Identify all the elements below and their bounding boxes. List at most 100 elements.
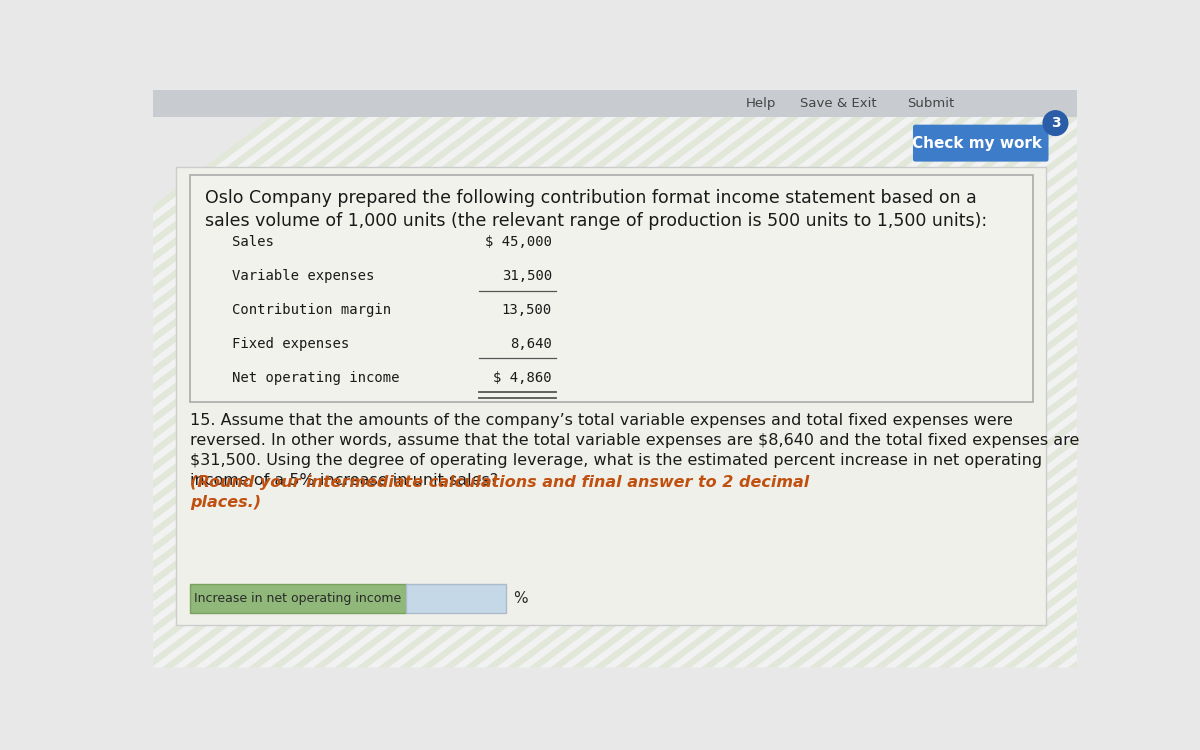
Polygon shape: [841, 90, 1200, 668]
Text: Increase in net operating income: Increase in net operating income: [194, 592, 401, 604]
Polygon shape: [0, 90, 361, 668]
Text: %: %: [514, 591, 528, 606]
Polygon shape: [572, 90, 1200, 668]
Text: Save & Exit: Save & Exit: [800, 98, 877, 110]
Polygon shape: [798, 90, 1200, 668]
FancyBboxPatch shape: [190, 175, 1033, 402]
Polygon shape: [346, 90, 1127, 668]
Polygon shape: [0, 90, 662, 668]
Polygon shape: [0, 90, 533, 668]
Polygon shape: [0, 90, 404, 668]
Polygon shape: [140, 90, 922, 668]
Polygon shape: [0, 90, 619, 668]
Polygon shape: [949, 90, 1200, 668]
Polygon shape: [830, 90, 1200, 668]
Text: Variable expenses: Variable expenses: [233, 269, 374, 284]
Text: 15. Assume that the amounts of the company’s total variable expenses and total f: 15. Assume that the amounts of the compa…: [190, 413, 1013, 428]
Polygon shape: [0, 90, 415, 668]
Polygon shape: [302, 90, 1084, 668]
Polygon shape: [184, 90, 965, 668]
Text: (Round your intermediate calculations and final answer to 2 decimal: (Round your intermediate calculations an…: [190, 475, 809, 490]
Polygon shape: [625, 90, 1200, 668]
Polygon shape: [852, 90, 1200, 668]
Polygon shape: [0, 90, 598, 668]
Polygon shape: [636, 90, 1200, 668]
Polygon shape: [647, 90, 1200, 668]
Polygon shape: [313, 90, 1094, 668]
Polygon shape: [11, 90, 792, 668]
Polygon shape: [518, 90, 1200, 668]
Polygon shape: [0, 90, 426, 668]
Polygon shape: [151, 90, 932, 668]
Polygon shape: [378, 90, 1159, 668]
Polygon shape: [0, 90, 576, 668]
Polygon shape: [679, 90, 1200, 668]
Polygon shape: [722, 90, 1200, 668]
Polygon shape: [508, 90, 1200, 668]
Polygon shape: [733, 90, 1200, 668]
Text: places.): places.): [190, 495, 262, 510]
Polygon shape: [992, 90, 1200, 668]
Polygon shape: [324, 90, 1105, 668]
FancyBboxPatch shape: [913, 124, 1049, 161]
Polygon shape: [1122, 90, 1200, 668]
Polygon shape: [540, 90, 1200, 668]
Polygon shape: [0, 90, 340, 668]
Polygon shape: [744, 90, 1200, 668]
Polygon shape: [356, 90, 1138, 668]
Polygon shape: [173, 90, 954, 668]
Polygon shape: [0, 90, 512, 668]
Polygon shape: [701, 90, 1200, 668]
Polygon shape: [895, 90, 1200, 668]
Polygon shape: [0, 90, 383, 668]
Polygon shape: [0, 90, 448, 668]
Text: Sales: Sales: [233, 236, 274, 250]
Polygon shape: [1176, 90, 1200, 668]
Polygon shape: [22, 90, 803, 668]
Polygon shape: [0, 90, 684, 668]
Polygon shape: [906, 90, 1200, 668]
FancyBboxPatch shape: [154, 90, 1078, 117]
Polygon shape: [1187, 90, 1200, 668]
Polygon shape: [594, 90, 1200, 668]
Polygon shape: [874, 90, 1200, 668]
Polygon shape: [400, 90, 1180, 668]
Polygon shape: [227, 90, 1008, 668]
Polygon shape: [0, 90, 760, 668]
Text: Fixed expenses: Fixed expenses: [233, 337, 349, 351]
Polygon shape: [0, 90, 587, 668]
Polygon shape: [0, 90, 716, 668]
Polygon shape: [766, 90, 1200, 668]
Polygon shape: [0, 90, 469, 668]
Polygon shape: [820, 90, 1200, 668]
Polygon shape: [0, 90, 641, 668]
Polygon shape: [259, 90, 1040, 668]
Polygon shape: [0, 90, 749, 668]
Polygon shape: [0, 90, 608, 668]
Polygon shape: [690, 90, 1200, 668]
Polygon shape: [281, 90, 1062, 668]
Polygon shape: [421, 90, 1200, 668]
Text: 31,500: 31,500: [502, 269, 552, 284]
Polygon shape: [971, 90, 1200, 668]
Polygon shape: [1014, 90, 1200, 668]
Polygon shape: [389, 90, 1170, 668]
Polygon shape: [119, 90, 900, 668]
Polygon shape: [0, 90, 544, 668]
Polygon shape: [668, 90, 1200, 668]
Polygon shape: [454, 90, 1200, 668]
Polygon shape: [1111, 90, 1200, 668]
Polygon shape: [0, 90, 706, 668]
Polygon shape: [0, 90, 318, 668]
Text: Net operating income: Net operating income: [233, 371, 400, 385]
Polygon shape: [464, 90, 1200, 668]
Text: 13,500: 13,500: [502, 303, 552, 317]
Polygon shape: [1036, 90, 1200, 668]
Polygon shape: [108, 90, 889, 668]
Polygon shape: [1003, 90, 1200, 668]
Text: $ 45,000: $ 45,000: [485, 236, 552, 250]
Polygon shape: [1090, 90, 1200, 668]
Polygon shape: [0, 90, 394, 668]
Polygon shape: [1100, 90, 1200, 668]
Polygon shape: [884, 90, 1200, 668]
